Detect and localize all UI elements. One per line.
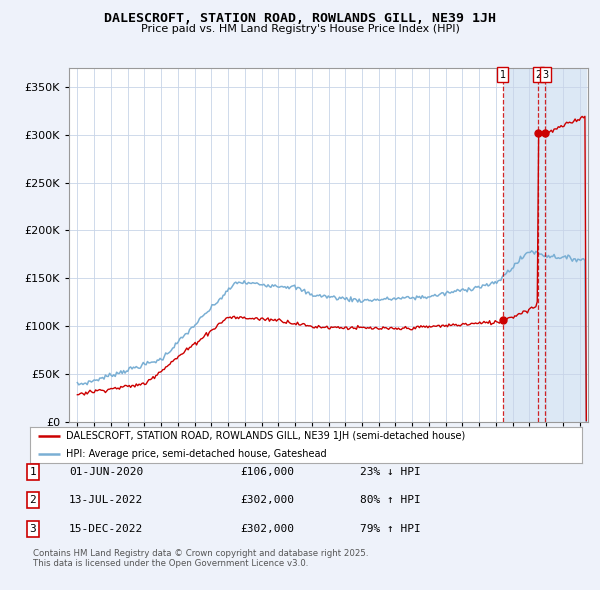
Text: £302,000: £302,000 <box>240 524 294 533</box>
Text: 2: 2 <box>29 496 37 505</box>
Text: £302,000: £302,000 <box>240 496 294 505</box>
Text: This data is licensed under the Open Government Licence v3.0.: This data is licensed under the Open Gov… <box>33 559 308 568</box>
Text: DALESCROFT, STATION ROAD, ROWLANDS GILL, NE39 1JH (semi-detached house): DALESCROFT, STATION ROAD, ROWLANDS GILL,… <box>66 431 465 441</box>
Text: 13-JUL-2022: 13-JUL-2022 <box>69 496 143 505</box>
Text: 15-DEC-2022: 15-DEC-2022 <box>69 524 143 533</box>
Text: Price paid vs. HM Land Registry's House Price Index (HPI): Price paid vs. HM Land Registry's House … <box>140 24 460 34</box>
Text: 23% ↓ HPI: 23% ↓ HPI <box>360 467 421 477</box>
Text: 1: 1 <box>29 467 37 477</box>
Text: 2: 2 <box>535 70 541 80</box>
Text: 01-JUN-2020: 01-JUN-2020 <box>69 467 143 477</box>
Text: DALESCROFT, STATION ROAD, ROWLANDS GILL, NE39 1JH: DALESCROFT, STATION ROAD, ROWLANDS GILL,… <box>104 12 496 25</box>
Text: £106,000: £106,000 <box>240 467 294 477</box>
Text: 3: 3 <box>542 70 548 80</box>
Text: 80% ↑ HPI: 80% ↑ HPI <box>360 496 421 505</box>
Text: Contains HM Land Registry data © Crown copyright and database right 2025.: Contains HM Land Registry data © Crown c… <box>33 549 368 558</box>
Text: 3: 3 <box>29 524 37 533</box>
Text: 79% ↑ HPI: 79% ↑ HPI <box>360 524 421 533</box>
Text: HPI: Average price, semi-detached house, Gateshead: HPI: Average price, semi-detached house,… <box>66 449 326 459</box>
Text: 1: 1 <box>500 70 506 80</box>
